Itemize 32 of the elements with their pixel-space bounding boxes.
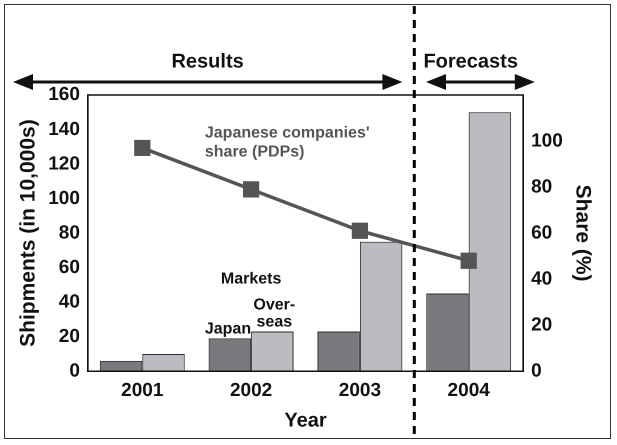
- y-tick-label: 100: [48, 188, 80, 209]
- y-tick-label: 120: [48, 153, 80, 174]
- x-tick-label: 2003: [338, 380, 382, 401]
- y2-tick-label: 60: [531, 222, 552, 244]
- y2-tick-label: 0: [531, 360, 542, 382]
- y2-axis-title: Share (%): [572, 184, 595, 282]
- y-tick-label: 160: [48, 84, 80, 106]
- x-tick-label: 2002: [230, 380, 272, 401]
- y2-tick-label: 40: [531, 268, 552, 290]
- point: [352, 222, 368, 239]
- y-tick-label: 40: [58, 291, 80, 312]
- y-tick-label: 20: [58, 326, 80, 347]
- text: Forecasts: [423, 50, 518, 73]
- y2-tick-label: 80: [531, 176, 552, 198]
- x-axis-title: Year: [284, 410, 327, 432]
- series-label: Japanese companies' share (PDPs): [204, 124, 370, 160]
- y-tick-label: 0: [69, 360, 80, 382]
- y-tick-label: 60: [58, 256, 80, 278]
- x-tick-label: 2004: [448, 380, 490, 401]
- y-tick-label: 140: [48, 118, 80, 140]
- y-tick-label: 80: [58, 222, 80, 244]
- legend-title: Markets: [220, 270, 282, 288]
- text: Results: [171, 50, 244, 73]
- point: [134, 140, 150, 156]
- y-axis-title: Shipments (in 10,000s): [16, 119, 40, 347]
- point: [242, 181, 260, 198]
- y2-tick-label: 20: [531, 314, 552, 336]
- y2-tick-label: 100: [531, 130, 563, 152]
- point: [460, 252, 477, 269]
- series-label: Japan: [204, 320, 252, 338]
- series-label: Over- seas: [253, 296, 296, 330]
- x-tick-label: 2001: [121, 380, 164, 401]
